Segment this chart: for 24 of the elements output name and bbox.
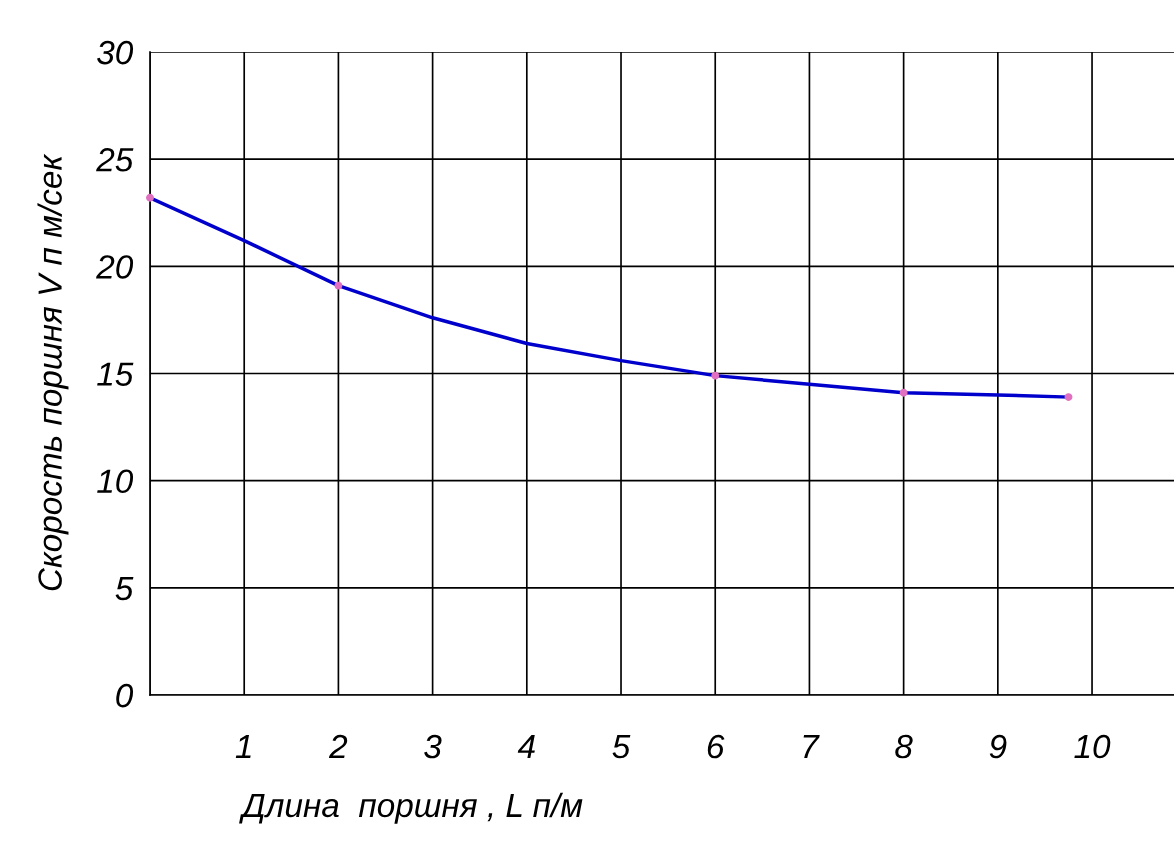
y-tick-label: 30 [97, 40, 134, 65]
point [146, 193, 154, 202]
y-tick-label: 10 [97, 469, 134, 494]
x-tick-label: 1 [235, 735, 251, 759]
x-tick-label: 7 [803, 735, 820, 759]
y-tick-label: 25 [96, 147, 134, 172]
point [899, 388, 908, 397]
x-axis-title: Длина поршня , L п/м [239, 792, 583, 824]
x-tick-label: 2 [328, 734, 348, 759]
point [711, 371, 720, 380]
x-tick-label: 6 [707, 734, 725, 759]
point [1064, 393, 1073, 402]
y-axis-title: Скорость поршня V п м/сек [37, 153, 69, 591]
y-tick-label: 20 [96, 255, 134, 279]
point [334, 281, 343, 290]
y-tick-label: 5 [115, 576, 134, 601]
x-tick-label: 10 [1074, 734, 1111, 759]
x-tick-label: 8 [895, 734, 913, 759]
x-tick-label: 9 [989, 734, 1007, 759]
x-tick-label: 4 [517, 735, 535, 759]
x-tick-label: 5 [612, 735, 631, 759]
y-tick-label: 15 [97, 362, 134, 386]
y-tick-label: 0 [116, 683, 134, 708]
x-tick-label: 3 [424, 734, 442, 759]
